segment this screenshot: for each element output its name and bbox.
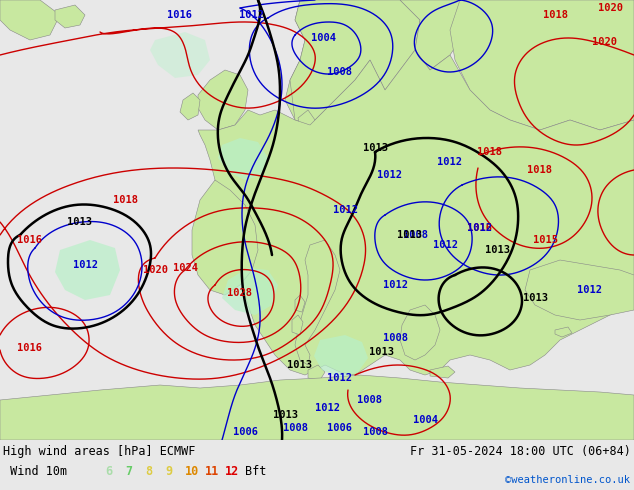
Text: 1015: 1015 [533,235,557,245]
Text: 1016: 1016 [167,10,193,20]
Text: 1012: 1012 [437,157,462,167]
Text: 11: 11 [205,465,219,478]
Text: 1016: 1016 [18,235,42,245]
Text: 1024: 1024 [172,263,198,273]
Polygon shape [290,0,420,125]
Text: 1020: 1020 [143,265,167,275]
Text: 1012: 1012 [240,10,264,20]
Polygon shape [198,50,634,375]
Text: 1008: 1008 [328,67,353,77]
Polygon shape [400,0,470,70]
Text: 6: 6 [105,465,112,478]
Polygon shape [218,138,268,180]
Polygon shape [430,366,455,378]
Text: 1028: 1028 [228,288,252,298]
Polygon shape [555,327,572,337]
Polygon shape [150,32,210,78]
Polygon shape [400,305,440,360]
Polygon shape [222,268,278,315]
Text: 1008: 1008 [382,333,408,343]
Text: 1012: 1012 [72,260,98,270]
Text: 1008: 1008 [358,395,382,405]
Text: 12: 12 [225,465,239,478]
Text: ©weatheronline.co.uk: ©weatheronline.co.uk [505,475,630,486]
Text: 1012: 1012 [382,280,408,290]
Polygon shape [192,180,258,295]
Text: 1012: 1012 [332,205,358,215]
Text: 1016: 1016 [467,223,493,233]
Text: 1013: 1013 [398,230,422,240]
Polygon shape [450,0,634,130]
Polygon shape [0,0,60,40]
Text: 1012: 1012 [432,240,458,250]
Text: High wind areas [hPa] ECMWF: High wind areas [hPa] ECMWF [3,444,195,458]
Polygon shape [0,375,634,440]
Polygon shape [285,0,380,125]
Text: 1004: 1004 [413,415,437,425]
Text: 1018: 1018 [477,147,503,157]
Text: 7: 7 [125,465,132,478]
Text: 1008: 1008 [403,230,427,240]
Text: 1012: 1012 [377,170,403,180]
Text: 1013: 1013 [486,245,510,255]
Text: 9: 9 [165,465,172,478]
Polygon shape [295,240,340,365]
Text: 1012: 1012 [316,403,340,413]
Text: 1018: 1018 [527,165,552,175]
Text: 1012: 1012 [328,373,353,383]
Text: 1013: 1013 [287,360,313,370]
Text: 1013: 1013 [67,217,93,227]
Text: 1016: 1016 [18,343,42,353]
Text: 1006: 1006 [233,427,257,437]
Text: 1018: 1018 [543,10,567,20]
Text: 1008: 1008 [283,423,307,433]
Text: 1012: 1012 [578,285,602,295]
Polygon shape [525,260,634,320]
Text: 1020: 1020 [598,3,623,13]
Polygon shape [198,70,248,130]
Text: 1008: 1008 [363,427,387,437]
Polygon shape [180,93,200,120]
Text: 1013: 1013 [370,347,394,357]
Text: Wind 10m: Wind 10m [3,465,67,478]
Text: Bft: Bft [245,465,266,478]
Text: 10: 10 [185,465,199,478]
Text: 8: 8 [145,465,152,478]
Text: 1018: 1018 [112,195,138,205]
Polygon shape [298,110,315,130]
Polygon shape [55,5,85,28]
Text: 1013: 1013 [522,293,548,303]
Text: 1006: 1006 [328,423,353,433]
Text: Fr 31-05-2024 18:00 UTC (06+84): Fr 31-05-2024 18:00 UTC (06+84) [410,444,631,458]
Text: 1020: 1020 [592,37,617,47]
Polygon shape [314,335,368,378]
Polygon shape [55,240,120,300]
Text: 1013: 1013 [363,143,387,153]
Text: 1004: 1004 [311,33,337,43]
Polygon shape [295,295,305,312]
Polygon shape [292,315,303,335]
Text: 1013: 1013 [273,410,297,420]
Polygon shape [308,365,325,380]
Text: 1012: 1012 [467,223,493,233]
